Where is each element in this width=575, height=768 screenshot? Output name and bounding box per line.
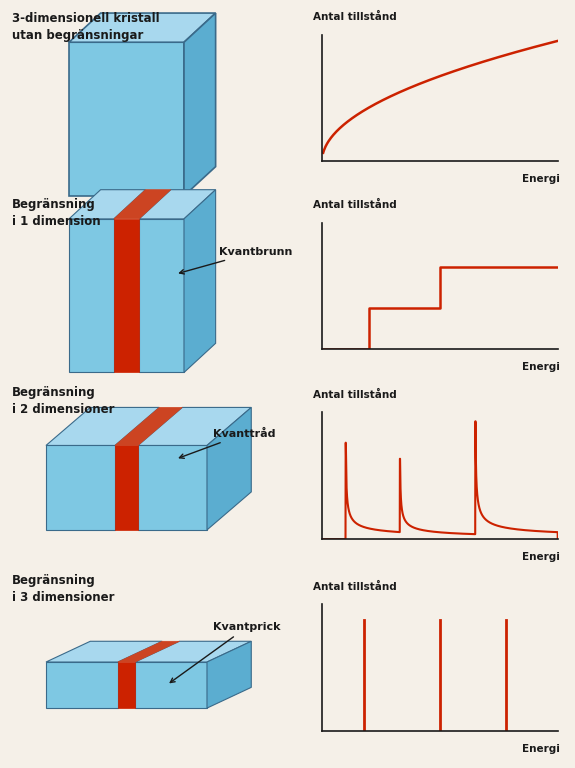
Polygon shape [114,219,139,372]
Polygon shape [135,662,207,708]
Polygon shape [207,641,251,708]
Text: Energi: Energi [522,743,560,754]
Polygon shape [46,445,115,530]
Polygon shape [184,13,216,196]
Text: Antal tillstånd: Antal tillstånd [313,200,396,210]
Polygon shape [46,408,159,445]
Text: Kvantbrunn: Kvantbrunn [179,247,292,274]
Text: Energi: Energi [522,551,560,562]
Polygon shape [69,190,145,219]
Polygon shape [138,445,207,530]
Polygon shape [139,190,216,219]
Polygon shape [46,641,162,662]
Polygon shape [69,13,216,42]
Polygon shape [139,219,184,372]
Polygon shape [114,190,171,219]
Text: 3-dimensionell kristall
utan begränsningar: 3-dimensionell kristall utan begränsning… [12,12,159,41]
Text: Kvanttråd: Kvanttråd [179,429,275,458]
Text: Antal tillstånd: Antal tillstånd [313,389,396,400]
Polygon shape [184,190,216,372]
Polygon shape [207,408,251,530]
Text: Kvantprick: Kvantprick [170,622,280,683]
Polygon shape [46,662,118,708]
Polygon shape [69,219,114,372]
Polygon shape [69,42,184,196]
Polygon shape [118,641,179,662]
Polygon shape [138,408,251,445]
Text: Energi: Energi [522,362,560,372]
Text: Begränsning
i 3 dimensioner: Begränsning i 3 dimensioner [12,574,114,604]
Text: Antal tillstånd: Antal tillstånd [313,581,396,591]
Text: Antal tillstånd: Antal tillstånd [313,12,396,22]
Text: Begränsning
i 1 dimension: Begränsning i 1 dimension [12,198,100,228]
Polygon shape [115,408,182,445]
Polygon shape [118,662,135,708]
Polygon shape [115,445,138,530]
Text: Begränsning
i 2 dimensioner: Begränsning i 2 dimensioner [12,386,114,415]
Text: Energi: Energi [522,174,560,184]
Polygon shape [135,641,251,662]
